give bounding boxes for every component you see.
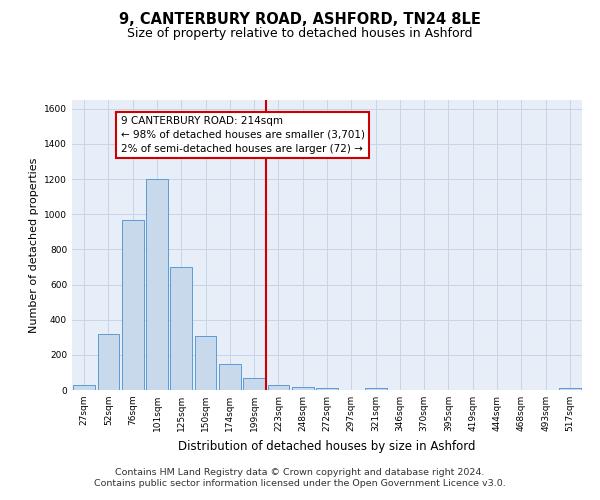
Bar <box>292 388 314 390</box>
Text: Contains HM Land Registry data © Crown copyright and database right 2024.
Contai: Contains HM Land Registry data © Crown c… <box>94 468 506 487</box>
Bar <box>316 388 338 390</box>
Bar <box>73 384 95 390</box>
Bar <box>268 384 289 390</box>
Bar <box>97 334 119 390</box>
Text: Size of property relative to detached houses in Ashford: Size of property relative to detached ho… <box>127 28 473 40</box>
Y-axis label: Number of detached properties: Number of detached properties <box>29 158 38 332</box>
Bar <box>365 388 386 390</box>
Bar <box>122 220 143 390</box>
Bar <box>170 267 192 390</box>
Bar <box>219 364 241 390</box>
Text: 9 CANTERBURY ROAD: 214sqm
← 98% of detached houses are smaller (3,701)
2% of sem: 9 CANTERBURY ROAD: 214sqm ← 98% of detac… <box>121 116 365 154</box>
Bar <box>243 378 265 390</box>
Bar <box>194 336 217 390</box>
Bar <box>146 179 168 390</box>
X-axis label: Distribution of detached houses by size in Ashford: Distribution of detached houses by size … <box>178 440 476 452</box>
Bar <box>559 388 581 390</box>
Text: 9, CANTERBURY ROAD, ASHFORD, TN24 8LE: 9, CANTERBURY ROAD, ASHFORD, TN24 8LE <box>119 12 481 28</box>
